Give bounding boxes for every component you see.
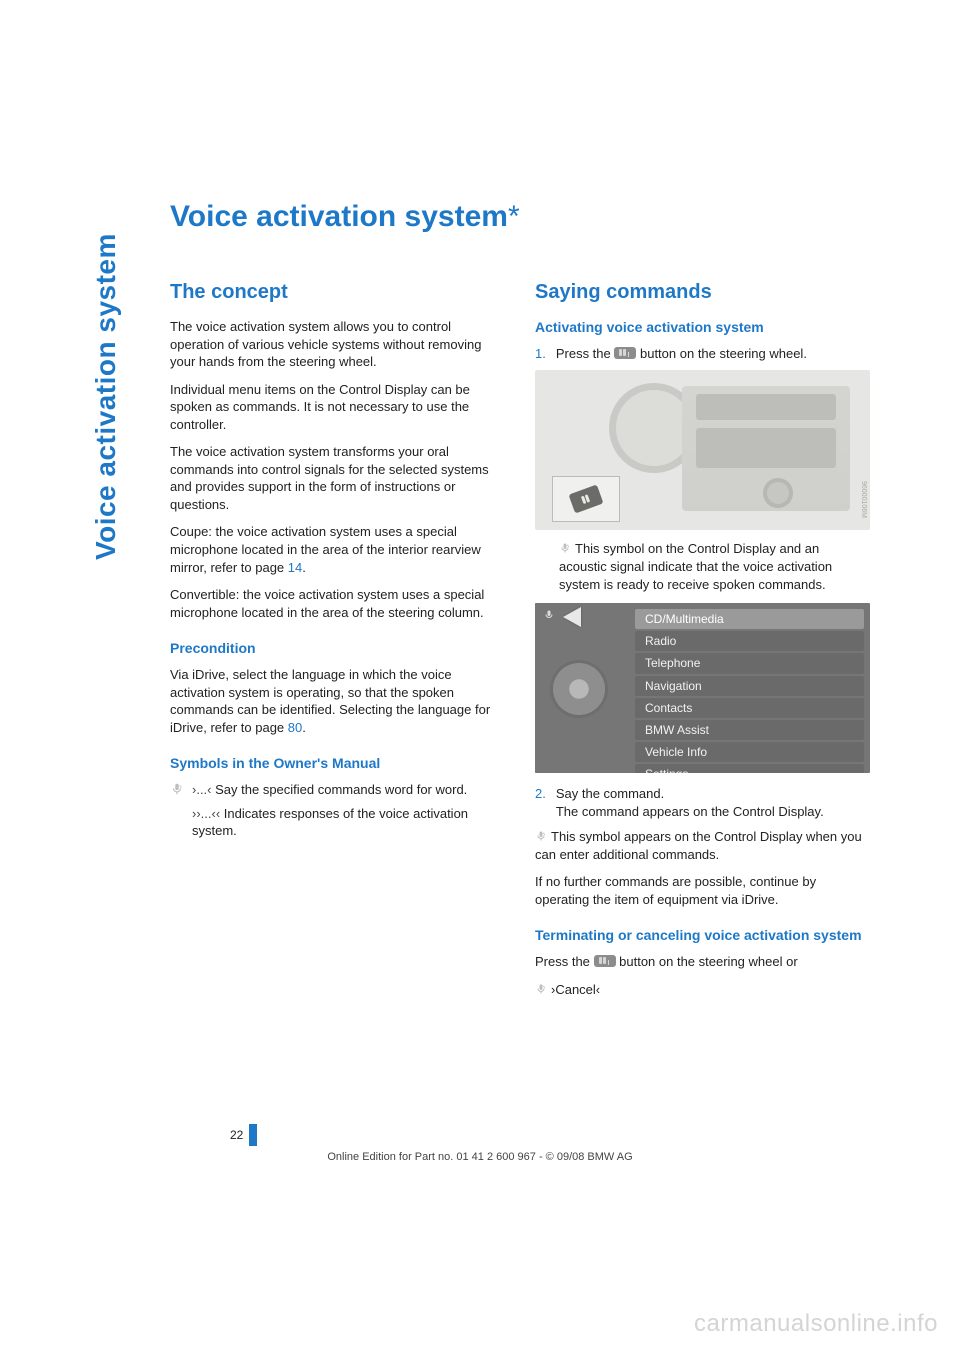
menu-item: Radio — [635, 631, 864, 651]
paragraph: Via iDrive, select the language in which… — [170, 666, 505, 736]
voice-button-icon — [614, 347, 636, 359]
heading-symbols: Symbols in the Owner's Manual — [170, 754, 505, 773]
microphone-icon — [535, 983, 547, 995]
shifter-knob-graphic — [763, 478, 793, 508]
page-ref-link[interactable]: 80 — [288, 720, 302, 735]
menu-item: CD/Multimedia — [635, 609, 864, 629]
side-tab-label: Voice activation system — [90, 233, 122, 560]
paragraph: Coupe: the voice activation system uses … — [170, 523, 505, 576]
page-number-bar — [249, 1124, 257, 1146]
voice-button-icon — [594, 955, 616, 967]
heading-concept: The concept — [170, 279, 505, 306]
menu-left-pane — [535, 603, 635, 773]
menu-item: Settings — [635, 764, 864, 773]
symbol-legend-row: ›...‹ Say the specified commands word fo… — [170, 781, 505, 799]
button-callout — [552, 476, 620, 522]
command-quote-symbol: ›...‹ — [192, 782, 212, 797]
microphone-icon — [541, 609, 557, 621]
paragraph: Press the button on the steering wheel o… — [535, 953, 870, 971]
figure-code: 96000106M — [859, 481, 868, 518]
symbol-description: Indicates responses of the voice activat… — [192, 806, 468, 839]
page-title: Voice activation system* — [170, 200, 870, 234]
control-display-menu-illustration: CD/MultimediaRadioTelephone NavigationCon… — [535, 603, 870, 773]
response-quote-symbol: ››...‹‹ — [192, 806, 220, 821]
heading-precondition: Precondition — [170, 639, 505, 658]
heading-activating: Activating voice activation system — [535, 318, 870, 337]
page-title-text: Voice activation system — [170, 200, 508, 233]
voice-command-example: ›Cancel‹ — [535, 981, 870, 999]
step-number: 1. — [535, 345, 546, 363]
menu-items-list: CD/MultimediaRadioTelephone NavigationCon… — [635, 603, 870, 773]
paragraph: Individual menu items on the Control Dis… — [170, 381, 505, 434]
paragraph: The voice activation system transforms y… — [170, 443, 505, 513]
page-number: 22 — [230, 1128, 243, 1142]
microphone-icon — [170, 782, 184, 796]
voice-button-graphic — [568, 485, 603, 514]
paragraph: This symbol appears on the Control Displ… — [535, 828, 870, 863]
symbol-legend-row: ››...‹‹ Indicates responses of the voice… — [170, 805, 505, 840]
microphone-icon — [535, 830, 547, 842]
menu-item: Navigation — [635, 676, 864, 696]
heading-saying-commands: Saying commands — [535, 279, 870, 306]
menu-item: Contacts — [635, 698, 864, 718]
paragraph: The voice activation system allows you t… — [170, 318, 505, 371]
paragraph: If no further commands are possible, con… — [535, 873, 870, 908]
watermark-text: carmanualsonline.info — [694, 1310, 938, 1338]
paragraph: This symbol on the Control Display and a… — [535, 540, 870, 593]
menu-item: Telephone — [635, 653, 864, 673]
optional-marker: * — [508, 200, 520, 233]
symbol-description: Say the specified commands word for word… — [215, 782, 467, 797]
paragraph: Convertible: the voice activation system… — [170, 586, 505, 621]
right-column: Saying commands Activating voice activat… — [535, 279, 870, 1008]
idrive-controller-graphic — [553, 663, 605, 715]
dashboard-illustration: 96000106M — [535, 370, 870, 530]
manual-page: Voice activation system Voice activation… — [0, 0, 960, 1358]
footer-copyright: Online Edition for Part no. 01 41 2 600 … — [0, 1151, 960, 1163]
page-number-indicator: 22 — [230, 1124, 257, 1146]
step-number: 2. — [535, 785, 546, 820]
step-body: Press the button on the steering wheel. — [556, 345, 870, 363]
microphone-icon — [559, 542, 571, 554]
menu-pointer-arrow — [563, 607, 581, 627]
step-body: Say the command. The command appears on … — [556, 785, 870, 820]
left-column: The concept The voice activation system … — [170, 279, 505, 1008]
page-ref-link[interactable]: 14 — [288, 560, 302, 575]
menu-item: Vehicle Info — [635, 742, 864, 762]
content-columns: The concept The voice activation system … — [170, 279, 870, 1008]
step-item: 2. Say the command. The command appears … — [535, 785, 870, 820]
heading-terminating: Terminating or canceling voice activatio… — [535, 926, 870, 945]
menu-item: BMW Assist — [635, 720, 864, 740]
step-item: 1. Press the button on the steering whee… — [535, 345, 870, 363]
